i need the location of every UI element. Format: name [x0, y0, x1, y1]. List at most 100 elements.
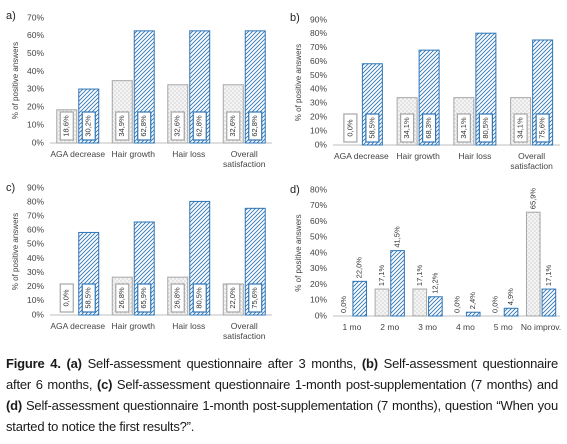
y-tick-label: 10%	[27, 295, 44, 305]
panel-label: b)	[290, 12, 300, 24]
y-tick-label: 50%	[310, 70, 327, 80]
y-tick-label: 30%	[310, 263, 327, 273]
value-label: 58,5%	[367, 117, 376, 139]
y-tick-label: 30%	[27, 84, 44, 94]
value-label: 58,5%	[84, 287, 93, 309]
value-label: 0,0%	[345, 119, 354, 136]
bar	[465, 311, 481, 317]
value-label-box	[59, 283, 74, 313]
y-tick-label: 40%	[310, 84, 327, 94]
value-label: 68,3%	[424, 117, 433, 139]
value-label: 0,0%	[339, 296, 348, 313]
value-label-box	[400, 113, 415, 143]
value-label-box	[137, 283, 152, 313]
value-label-box	[535, 113, 550, 143]
value-label: 0,0%	[490, 296, 499, 313]
y-axis-title: % of positive answers	[294, 44, 303, 121]
value-label: 34,9%	[117, 115, 126, 137]
panel-label: a)	[6, 10, 16, 22]
value-label: 65,9%	[528, 188, 537, 210]
x-tick-label: Hair growth	[111, 321, 155, 331]
bar	[525, 211, 541, 317]
y-tick-label: 30%	[310, 98, 327, 108]
value-label-box	[137, 111, 152, 141]
value-label: 34,1%	[516, 117, 525, 139]
caption-part: (c)	[96, 377, 113, 392]
caption: Figure 4. (a) Self-assessment questionna…	[6, 353, 558, 437]
x-tick-label: Overall satisfaction	[222, 149, 266, 169]
x-tick-label: Hair growth	[396, 151, 440, 161]
y-tick-label: 40%	[310, 247, 327, 257]
caption-part: (a)	[60, 356, 82, 371]
value-label: 2,4%	[468, 292, 477, 309]
figure: a) % of positive answers 0% 10% 20% 30% 40% 50%…	[6, 10, 562, 341]
value-label: 17,1%	[544, 264, 553, 286]
y-tick-label: 50%	[310, 232, 327, 242]
y-tick-label: 80%	[27, 196, 44, 206]
y-tick-label: 0%	[315, 139, 328, 149]
x-tick-label: Hair loss	[172, 149, 206, 159]
value-label-box	[81, 283, 96, 313]
y-tick-label: 40%	[27, 253, 44, 263]
y-tick-label: 70%	[310, 42, 327, 52]
y-tick-label: 20%	[27, 102, 44, 112]
y-tick-label: 10%	[310, 125, 327, 135]
caption-part: (b)	[361, 356, 378, 371]
bar	[412, 288, 428, 317]
value-label: 30,2%	[84, 115, 93, 137]
value-label: 0,0%	[62, 289, 71, 306]
y-tick-label: 60%	[27, 225, 44, 235]
x-tick-label: 4 mo	[455, 322, 475, 332]
x-tick-label: Hair growth	[111, 149, 155, 159]
y-tick-label: 0%	[32, 137, 45, 147]
panel-label: c)	[6, 182, 15, 194]
value-label-box	[192, 283, 207, 313]
value-label: 22,0%	[228, 287, 237, 309]
value-label: 32,6%	[228, 115, 237, 137]
y-tick-label: 70%	[27, 210, 44, 220]
value-label: 17,1%	[415, 264, 424, 286]
y-tick-label: 10%	[27, 119, 44, 129]
value-label: 26,8%	[117, 287, 126, 309]
bar	[428, 296, 443, 317]
y-tick-label: 40%	[27, 66, 44, 76]
y-tick-label: 20%	[27, 281, 44, 291]
value-label-box	[478, 113, 493, 143]
y-tick-label: 70%	[27, 12, 44, 22]
value-label: 80,5%	[481, 117, 490, 139]
x-tick-label: Hair loss	[458, 151, 492, 161]
bar	[390, 250, 405, 317]
value-label-box	[226, 283, 241, 313]
bar	[374, 288, 390, 317]
value-label-box	[248, 111, 263, 141]
caption-part: Self-assessment questionnaire after 3 mo…	[81, 356, 362, 371]
panel-label: d)	[290, 184, 300, 196]
y-tick-label: 10%	[310, 295, 327, 305]
y-tick-label: 90%	[310, 14, 327, 24]
value-label-box	[365, 113, 380, 143]
value-label-box	[513, 113, 528, 143]
value-label: 12,2%	[430, 272, 439, 294]
value-label: 62,8%	[250, 115, 259, 137]
value-label-box	[81, 111, 96, 141]
y-tick-label: 50%	[27, 48, 44, 58]
caption-part: Figure 4.	[6, 356, 61, 371]
x-tick-label: 1 mo	[342, 322, 362, 332]
x-tick-label: AGA decrease	[50, 149, 106, 159]
value-label: 62,8%	[139, 115, 148, 137]
value-label: 80,5%	[195, 287, 204, 309]
caption-part: Self-assessment questionnaire 1-month po…	[6, 398, 558, 434]
value-label: 4,9%	[506, 288, 515, 305]
y-tick-label: 90%	[27, 182, 44, 192]
x-tick-label: No improv.	[520, 322, 562, 332]
y-tick-label: 30%	[27, 267, 44, 277]
value-label: 17,1%	[377, 264, 386, 286]
value-label-box	[170, 283, 185, 313]
y-axis-title: % of positive answers	[11, 213, 20, 290]
bar	[352, 280, 368, 317]
x-tick-label: Overall satisfaction	[510, 151, 553, 171]
value-label: 32,6%	[173, 115, 182, 137]
value-label: 18,6%	[62, 115, 71, 137]
value-label-box	[456, 113, 471, 143]
